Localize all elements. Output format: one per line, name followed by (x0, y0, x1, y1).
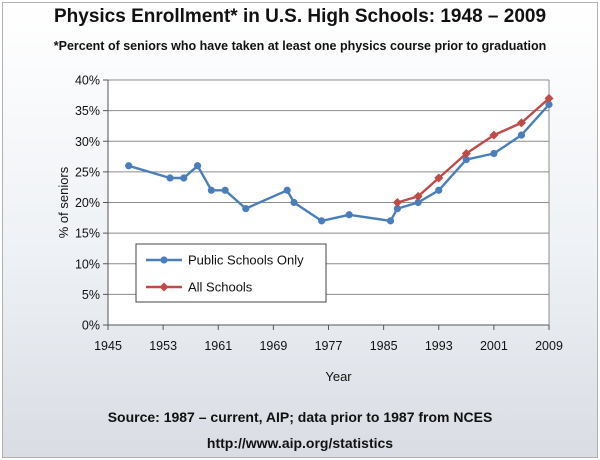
data-point (435, 186, 443, 194)
y-tick-label: 30% (75, 135, 100, 149)
y-tick-label: 25% (75, 165, 100, 179)
x-axis-ticks: 1945 1953 1961 1969 1977 1985 1993 2001 2009 (94, 325, 563, 353)
y-tick-label: 0% (82, 319, 100, 333)
series-0 (125, 100, 553, 225)
series-group (125, 93, 554, 225)
legend-marker (160, 256, 168, 264)
data-point (516, 118, 526, 128)
data-point (386, 217, 395, 225)
data-point (462, 156, 470, 164)
data-point (545, 100, 553, 109)
data-point (180, 174, 188, 182)
data-point (461, 149, 471, 158)
x-axis-label: Year (325, 369, 352, 384)
data-point (242, 205, 250, 213)
data-point (345, 211, 353, 219)
x-tick-label: 1985 (370, 339, 398, 353)
y-tick-label: 15% (75, 227, 100, 241)
y-axis-ticks: 0% 5% 10% 15% 20% 25% 30% 35% 40% (75, 74, 108, 333)
y-axis-label: % of seniors (56, 166, 71, 238)
data-point (207, 186, 215, 194)
data-point (490, 149, 498, 158)
x-tick-label: 1993 (425, 339, 453, 353)
data-point (489, 130, 499, 140)
x-tick-label: 2009 (535, 339, 563, 353)
legend-label: All Schools (188, 280, 253, 295)
y-tick-label: 40% (75, 74, 100, 88)
y-tick-label: 20% (75, 196, 100, 210)
legend-marker (159, 282, 169, 292)
data-point (434, 173, 444, 183)
data-point (166, 174, 174, 182)
legend-label: Public Schools Only (188, 253, 304, 268)
data-point (221, 186, 229, 194)
source-note: Source: 1987 – current, AIP; data prior … (107, 409, 493, 425)
data-point (290, 198, 298, 207)
source-url: http://www.aip.org/statistics (206, 435, 394, 451)
data-point (283, 186, 291, 194)
series-1 (392, 93, 554, 207)
data-point (544, 93, 554, 103)
data-point (193, 162, 202, 170)
data-point (318, 217, 326, 225)
data-point (413, 191, 423, 201)
chart-subtitle: *Percent of seniors who have taken at le… (53, 39, 547, 53)
data-point (414, 198, 422, 207)
x-tick-label: 1961 (204, 339, 232, 353)
y-tick-label: 5% (82, 288, 100, 302)
legend-box (135, 243, 327, 303)
x-tick-label: 1945 (94, 339, 122, 353)
data-point (517, 131, 526, 139)
y-tick-label: 10% (75, 257, 100, 271)
x-tick-label: 1977 (315, 339, 343, 353)
chart-title: Physics Enrollment* in U.S. High Schools… (53, 6, 547, 27)
data-point (393, 205, 402, 213)
legend: Public Schools Only All Schools (135, 243, 327, 303)
y-tick-label: 35% (75, 104, 100, 118)
x-tick-label: 1953 (149, 339, 177, 353)
x-tick-label: 2001 (480, 339, 508, 353)
x-tick-label: 1969 (259, 339, 287, 353)
data-point (392, 198, 402, 207)
data-point (125, 162, 133, 170)
